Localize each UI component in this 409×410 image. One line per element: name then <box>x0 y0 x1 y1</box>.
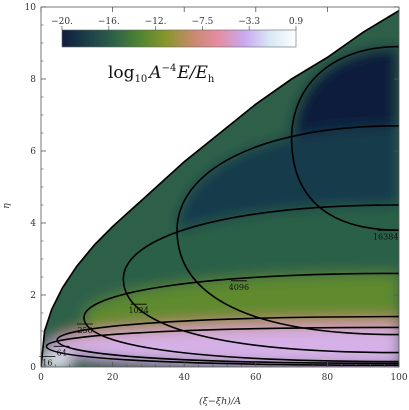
x-tick-label: 80 <box>322 373 334 383</box>
colorbar-label: −20. <box>51 17 73 27</box>
contour-label-64: 64 <box>57 348 67 357</box>
plot-area: 16 64 256 1024 4096 16384 <box>39 9 399 367</box>
contour-line-256 <box>83 272 399 363</box>
colorbar-label: −12. <box>145 17 167 27</box>
y-tick-label: 6 <box>30 147 36 157</box>
y-tick-label: 0 <box>30 363 36 373</box>
contour-label-1024: 1024 <box>128 306 148 315</box>
colorbar-gradient <box>61 29 297 48</box>
colorbar-label: −7.5 <box>191 17 213 27</box>
contour-label-256: 256 <box>77 326 92 335</box>
x-tick-label: 0 <box>38 373 44 383</box>
colorbar-label: −16. <box>98 17 120 27</box>
y-tick-label: 2 <box>30 291 36 301</box>
region-boundary <box>41 9 399 367</box>
contour-line-16 <box>45 326 399 366</box>
x-tick-label: 20 <box>107 373 119 383</box>
contour-label-16384: 16384 <box>373 232 398 241</box>
y-tick-label: 8 <box>30 75 36 85</box>
contour-line-1024 <box>122 204 399 354</box>
contour-label-4096: 4096 <box>229 283 249 292</box>
contour-label-16: 16 <box>42 358 52 367</box>
y-tick-label: 10 <box>25 3 37 13</box>
x-tick-label: 40 <box>178 373 190 383</box>
contour-line-16384 <box>290 45 399 231</box>
contour-lines <box>45 45 399 366</box>
y-tick-label: 4 <box>30 219 36 229</box>
x-axis-title: (ξ−ξh)/A <box>199 396 241 407</box>
y-axis-title: η <box>1 203 12 209</box>
colorbar-label: −3.3 <box>238 17 260 27</box>
axes: 0 20 40 60 80 100 0 2 4 6 8 10 <box>25 3 408 383</box>
contour-labels: 16 64 256 1024 4096 16384 <box>39 229 398 367</box>
x-tick-label: 60 <box>250 373 262 383</box>
x-tick-label: 100 <box>390 373 407 383</box>
colorbar: −20. −16. −12. −7.5 −3.3 0.9 <box>51 17 304 48</box>
contour-line-4096 <box>176 125 399 336</box>
colorbar-label: 0.9 <box>289 17 304 27</box>
contour-line-64 <box>56 315 399 365</box>
formula-annotation: log10 A−4E/Eh <box>108 63 215 85</box>
